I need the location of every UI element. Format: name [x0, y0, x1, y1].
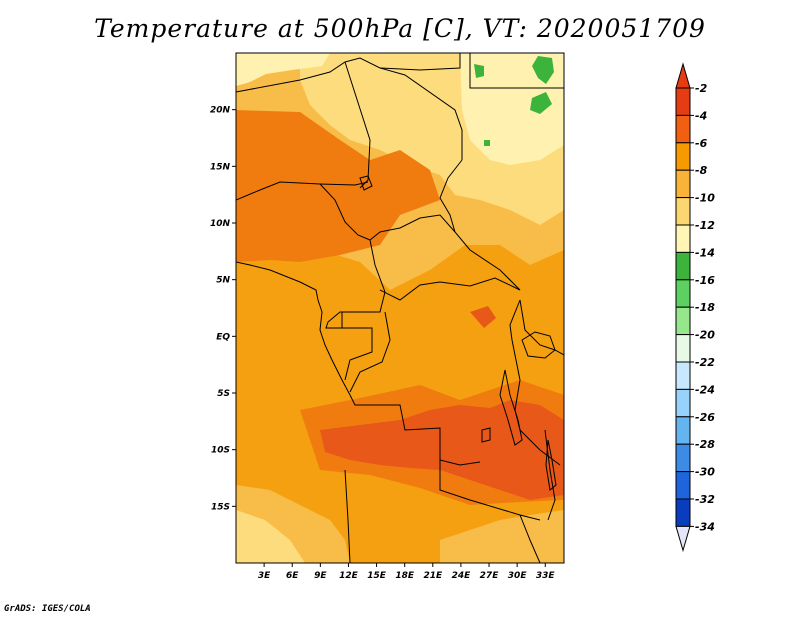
lon-label: 3E [258, 571, 271, 581]
border-nigeria-cameroon [319, 183, 371, 241]
border-chad-car [369, 214, 456, 241]
field-green-2 [474, 64, 484, 78]
colorbar-label: -24 [695, 383, 715, 396]
colorbar-segment [675, 471, 691, 500]
border-sudan-chad [439, 159, 521, 291]
lon-label: 15E [367, 571, 387, 581]
lon-label: 9E [314, 571, 327, 581]
colorbar-label: -26 [695, 411, 715, 424]
colorbar-label: -4 [695, 109, 707, 122]
colorbar-segment [675, 279, 691, 308]
colorbar-label: -12 [695, 219, 715, 232]
colorbar-segment [675, 334, 691, 363]
border-drc-east [509, 299, 521, 381]
border-uganda-kenya [519, 299, 564, 356]
border-niger-nigeria [236, 181, 369, 201]
border-drc-angola [349, 394, 481, 466]
colorbar-label: -20 [695, 329, 715, 342]
border-egypt-sudan [469, 53, 564, 89]
colorbar-arrow-top [675, 62, 691, 89]
colorbar-segment [675, 224, 691, 253]
field-green-1 [532, 56, 554, 84]
field-coolest-northwest [236, 53, 330, 86]
colorbar-label: -34 [695, 520, 715, 533]
colorbar-label: -28 [695, 438, 715, 451]
border-gabon-congo [341, 312, 373, 381]
border-drc-west [349, 311, 391, 393]
lon-label: 6E [286, 571, 299, 581]
border-angola-zambia [439, 460, 541, 521]
map-title: Temperature at 500hPa [C], VT: 202005170… [94, 14, 706, 43]
coastline-west [236, 261, 351, 396]
grads-credit: GrADS: IGES/COLA [4, 604, 91, 614]
colorbar-label: -6 [695, 137, 708, 150]
colorbar-segment [675, 388, 691, 418]
border-libya-chad [379, 67, 463, 160]
lake-malawi [545, 439, 557, 491]
map-frame [235, 52, 565, 564]
lon-label: 30E [508, 571, 528, 581]
border-chad-niger [344, 61, 371, 189]
lake-victoria [521, 331, 556, 359]
field-warm-central [236, 110, 440, 262]
colorbar-label: -18 [695, 301, 715, 314]
lat-label: 10S [211, 446, 230, 456]
temperature-field [236, 53, 564, 563]
colorbar-label: -32 [695, 493, 715, 506]
latitude-axis: 20N 15N 10N 5N EQ 5S 10S 15S [210, 106, 236, 512]
lake-tanganyika [499, 369, 523, 446]
lon-label: 18E [395, 571, 415, 581]
border-car-south [379, 277, 521, 301]
border-libya-niger [236, 53, 461, 93]
colorbar-arrow-bottom [675, 525, 691, 553]
lat-label: 20N [210, 106, 231, 116]
lat-label: 10N [210, 219, 231, 229]
lat-label: 15N [210, 162, 231, 172]
field-coolest-northeast [460, 53, 564, 165]
lon-label: 27E [480, 571, 500, 581]
longitude-axis: 3E 6E 9E 12E 15E 18E 21E 24E 27E 30E 33E [258, 563, 556, 581]
colorbar-label: -30 [695, 466, 715, 479]
colorbar-label: -10 [695, 192, 715, 205]
field-green-4 [484, 140, 490, 146]
colorbar-legend: -2 -4 -6 -8 -10 -12 -14 -16 -18 -20 -22 -24 -26 -28 -3… [675, 62, 715, 553]
field-hot-south [320, 400, 564, 500]
lat-label: 15S [211, 502, 230, 512]
colorbar-segment [675, 197, 691, 226]
colorbar-label: -14 [695, 246, 715, 259]
border-mozambique [519, 514, 541, 563]
lake-mweru [481, 427, 491, 443]
lat-label: 5N [216, 276, 230, 286]
field-cool-southeast [440, 510, 564, 563]
colorbar-segment [675, 142, 691, 171]
border-angola-namibia [344, 469, 351, 563]
colorbar-segment [675, 443, 691, 473]
colorbar-label: -16 [695, 274, 715, 287]
lon-label: 21E [423, 571, 443, 581]
lake-chad [359, 175, 373, 191]
colorbar-label: -2 [695, 82, 708, 95]
colorbar-label: -8 [695, 164, 708, 177]
colorbar-segment [675, 361, 691, 390]
colorbar-segment [675, 169, 691, 199]
lon-label: 12E [339, 571, 359, 581]
colorbar-segment [675, 87, 691, 116]
colorbar-segment [675, 251, 691, 281]
border-cameroon-congo [325, 239, 386, 329]
colorbar-segment [675, 306, 691, 336]
colorbar-segment [675, 114, 691, 144]
field-cooler-southwest [236, 510, 305, 563]
field-green-3 [530, 92, 552, 114]
lat-label: 5S [217, 389, 230, 399]
field-hot-east [470, 306, 496, 328]
colorbar-segment [675, 416, 691, 445]
country-borders [236, 53, 564, 563]
colorbar-label: -22 [695, 356, 715, 369]
lon-label: 33E [536, 571, 556, 581]
colorbar-segment [675, 498, 691, 527]
lon-label: 24E [452, 571, 472, 581]
lat-label: EQ [216, 332, 230, 342]
